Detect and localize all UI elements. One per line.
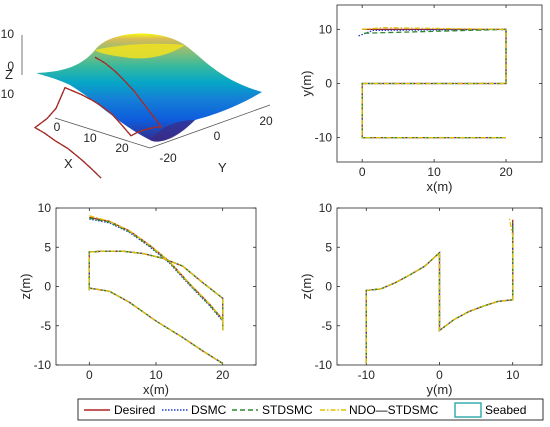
yz-y-tick-label: -5	[321, 319, 332, 333]
legend-label-seabed: Seabed	[485, 403, 526, 417]
yz-x-axis-label: y(m)	[427, 382, 453, 397]
xz-axes-box	[55, 207, 257, 366]
legend-swatch-seabed	[454, 402, 482, 418]
xz-y-tick-label: 10	[38, 201, 52, 215]
surface-3d-subplot: 10 0 -10 0 10 20 -20 0 20 Z X Y	[0, 27, 273, 179]
surface-highlight	[95, 43, 185, 59]
xz-y-tick-label: 5	[44, 240, 51, 254]
xz-x-axis-label: x(m)	[143, 382, 169, 397]
y-tick-label: 20	[259, 114, 273, 128]
y-tick-labels: -20 0 20	[159, 114, 273, 165]
xz-y-tick-label: -10	[34, 358, 52, 372]
xy-y-tick-label: -10	[315, 131, 333, 145]
xz-series-stdsmc	[88, 217, 224, 364]
seabed-surface	[36, 33, 262, 142]
legend-label-dsmc: DSMC	[191, 403, 227, 417]
yz-y-tick-label: 10	[319, 201, 333, 215]
xy-y-axis-label: y(m)	[299, 71, 314, 97]
x-tick-label: 10	[83, 131, 97, 145]
z-tick-label: 0	[7, 59, 14, 73]
xy-y-tick-label: 0	[325, 77, 332, 91]
z-axis-label: Z	[5, 67, 13, 82]
x-axis-line	[54, 117, 151, 149]
yz-y-axis-label: z(m)	[299, 274, 314, 300]
y-axis-label: Y	[218, 160, 227, 175]
xy-x-tick-label: 10	[427, 165, 441, 179]
xz-y-tick-label: -5	[40, 319, 51, 333]
y-tick-label: 0	[214, 129, 221, 143]
legend-label-ndo-stdsmc: NDO—STDSMC	[349, 403, 439, 417]
z-tick-label: -10	[0, 87, 14, 101]
xz-x-tick-label: 0	[86, 368, 93, 382]
trajectory-3d-line	[33, 56, 163, 179]
yz-y-tick-label: 0	[325, 280, 332, 294]
yz-x-tick-label: -10	[358, 368, 376, 382]
xz-series-ndo-stdsmc	[88, 215, 224, 364]
legend: Desired DSMC STDSMC NDO—STDSMC Seabed	[77, 398, 544, 421]
x-tick-labels: 0 10 20	[54, 120, 129, 155]
xy-y-tick-label: 10	[319, 22, 333, 36]
x-axis-label: X	[64, 156, 73, 171]
xy-x-tick-label: 20	[499, 165, 513, 179]
surface-trough	[150, 120, 195, 142]
yz-subplot: -10 0 10 -10 -5 0 5 10 y(m) z(m)	[299, 201, 543, 397]
z-tick-labels: 10 0 -10	[0, 27, 14, 101]
xz-x-tick-label: 10	[149, 368, 163, 382]
xz-y-axis-label: z(m)	[18, 274, 33, 300]
xy-x-axis-label: x(m)	[427, 179, 453, 194]
yz-y-tick-label: -10	[315, 358, 333, 372]
yz-series-ndo-stdsmc	[365, 216, 514, 364]
legend-box	[77, 398, 544, 421]
legend-label-desired: Desired	[114, 403, 155, 417]
y-axis-line	[149, 104, 271, 149]
xy-x-tick-label: 0	[359, 165, 366, 179]
xy-series-ndo-stdsmc	[361, 27, 507, 139]
legend-label-stdsmc: STDSMC	[262, 403, 313, 417]
xz-y-tick-label: 0	[44, 280, 51, 294]
yz-y-tick-label: 5	[325, 240, 332, 254]
x-tick-label: 20	[115, 141, 129, 155]
trajectory-3d	[33, 56, 163, 179]
yz-x-tick-label: 10	[506, 368, 520, 382]
xz-x-tick-label: 20	[216, 368, 230, 382]
z-tick-label: 10	[1, 27, 15, 41]
y-tick-label: -20	[159, 151, 177, 165]
yz-x-tick-label: 0	[436, 368, 443, 382]
x-tick-label: 0	[54, 120, 61, 134]
